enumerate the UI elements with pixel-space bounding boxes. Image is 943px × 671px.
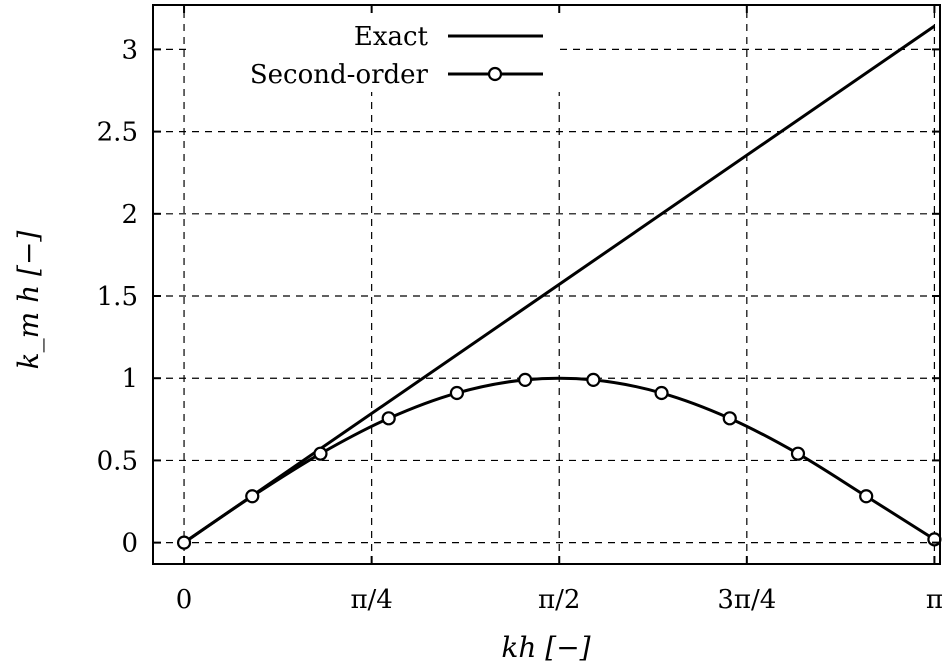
legend-swatch-marker <box>487 66 503 82</box>
y-tick-label: 2.5 <box>97 118 138 148</box>
y-tick-label: 3 <box>121 35 138 65</box>
series-exact-line <box>183 24 936 544</box>
y-tick-label: 0 <box>121 529 138 559</box>
x-tick-label: π <box>926 585 943 615</box>
y-axis-label: k_m h [−] <box>12 231 45 370</box>
plot-frame <box>152 4 941 565</box>
tick-layer: 0 π/4 π/2 3π/4 π 0 0.5 1 1.5 2 2.5 3 <box>97 5 943 615</box>
series-second-order-point <box>586 372 601 387</box>
series-second-order-point <box>176 535 192 550</box>
x-tick-label: π/2 <box>538 585 580 615</box>
series-second-order-point <box>790 446 806 461</box>
series-second-order-point <box>722 411 737 426</box>
series-second-order-point <box>381 411 396 426</box>
legend: Exact Second-order <box>250 22 543 90</box>
series-second-order-point <box>654 385 669 401</box>
grid-layer <box>153 5 940 564</box>
series-second-order-point <box>518 372 533 387</box>
y-tick-label: 1.5 <box>97 282 138 312</box>
x-tick-label: π/4 <box>350 585 392 615</box>
series-second-order-point <box>313 446 328 461</box>
y-tick-label: 2 <box>121 200 138 230</box>
series-second-order-point <box>449 385 465 401</box>
x-axis-label: kh [−] <box>501 631 590 664</box>
y-tick-label: 1 <box>121 364 138 394</box>
y-tick-label: 0.5 <box>97 446 138 476</box>
series-second-order-point <box>859 489 874 504</box>
x-tick-label: 3π/4 <box>717 585 776 615</box>
legend-label: Exact <box>354 22 429 52</box>
x-tick-label: 0 <box>176 585 193 615</box>
series-second-order-point <box>245 489 260 504</box>
legend-label: Second-order <box>250 60 429 90</box>
series-layer <box>176 24 942 550</box>
